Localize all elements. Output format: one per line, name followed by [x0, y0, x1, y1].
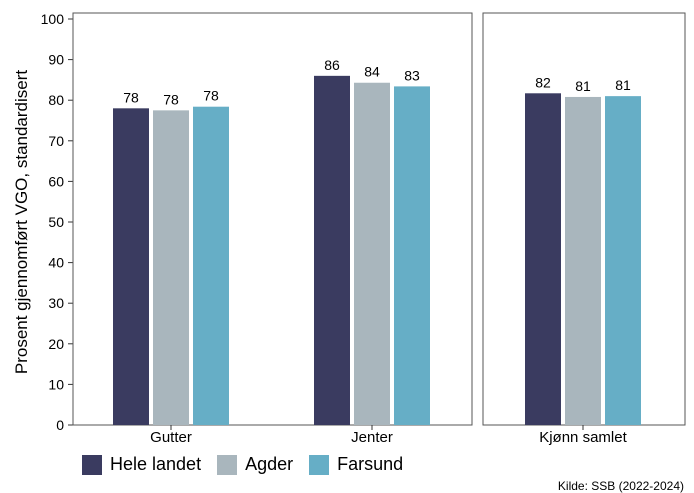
y-tick-label: 100	[41, 11, 65, 27]
data-label: 84	[364, 64, 380, 80]
data-label: 78	[163, 91, 179, 107]
bar	[354, 82, 390, 425]
legend-label: Farsund	[337, 454, 404, 474]
legend-swatch	[217, 454, 238, 475]
legend-item: Agder	[217, 454, 293, 475]
category-label: Jenter	[351, 429, 393, 446]
legend-swatch	[82, 454, 102, 475]
y-tick-label: 60	[48, 173, 64, 189]
y-tick-label: 90	[48, 52, 64, 68]
data-label: 78	[123, 89, 139, 105]
data-labels: 78 78 78 86 84 83 82 81 81	[123, 57, 631, 108]
y-tick-label: 70	[48, 133, 64, 149]
data-label: 81	[575, 78, 591, 94]
y-tick-label: 20	[48, 336, 64, 352]
data-label: 81	[615, 77, 631, 93]
bar	[193, 106, 229, 426]
legend: Hele landet Agder Farsund	[82, 454, 403, 475]
y-tick-label: 40	[48, 255, 64, 271]
bar	[314, 75, 350, 425]
panel-frame	[72, 12, 473, 426]
legend-item: Farsund	[309, 454, 403, 475]
category-label: Kjønn samlet	[539, 429, 627, 446]
y-tick-label: 50	[48, 214, 64, 230]
y-tick-label: 30	[48, 295, 64, 311]
y-axis-label: Prosent gjennomført VGO, standardisert	[12, 70, 31, 375]
legend-label: Agder	[245, 454, 294, 474]
data-label: 82	[535, 74, 551, 90]
bar	[113, 108, 149, 425]
category-label: Gutter	[150, 429, 192, 446]
legend-swatch	[309, 454, 330, 475]
y-tick-label: 10	[48, 376, 64, 392]
bar	[605, 96, 641, 425]
legend-label: Hele landet	[110, 454, 202, 474]
bar	[153, 110, 189, 425]
data-label: 86	[324, 57, 340, 73]
source-note: Kilde: SSB (2022-2024)	[557, 479, 684, 493]
y-tick-label: 0	[56, 417, 64, 433]
bar	[565, 96, 601, 426]
axes: 0 10 20 30 40 50 60 70 80 90 100 Gutter Jenter Kjønn …	[41, 11, 686, 446]
legend-item: Hele landet	[82, 454, 201, 475]
bars	[113, 75, 641, 426]
bar	[525, 93, 561, 425]
bar	[394, 86, 430, 425]
data-label: 78	[203, 88, 219, 104]
y-tick-label: 80	[48, 92, 64, 108]
data-label: 83	[404, 67, 420, 83]
